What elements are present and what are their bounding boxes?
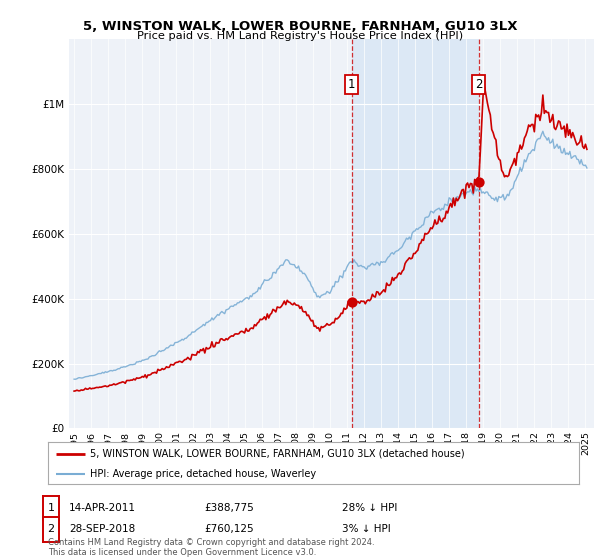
- Text: 2: 2: [47, 524, 55, 534]
- Text: 28% ↓ HPI: 28% ↓ HPI: [342, 503, 397, 513]
- Text: 1: 1: [47, 503, 55, 513]
- Point: [347, 298, 356, 307]
- Text: Price paid vs. HM Land Registry's House Price Index (HPI): Price paid vs. HM Land Registry's House …: [137, 31, 463, 41]
- Text: Contains HM Land Registry data © Crown copyright and database right 2024.
This d: Contains HM Land Registry data © Crown c…: [48, 538, 374, 557]
- Text: 1: 1: [348, 78, 356, 91]
- Text: 14-APR-2011: 14-APR-2011: [69, 503, 136, 513]
- Text: HPI: Average price, detached house, Waverley: HPI: Average price, detached house, Wave…: [91, 469, 317, 479]
- Text: 3% ↓ HPI: 3% ↓ HPI: [342, 524, 391, 534]
- Text: £388,775: £388,775: [204, 503, 254, 513]
- Point: [474, 178, 484, 186]
- Text: 5, WINSTON WALK, LOWER BOURNE, FARNHAM, GU10 3LX (detached house): 5, WINSTON WALK, LOWER BOURNE, FARNHAM, …: [91, 449, 465, 459]
- Text: 28-SEP-2018: 28-SEP-2018: [69, 524, 135, 534]
- Text: 5, WINSTON WALK, LOWER BOURNE, FARNHAM, GU10 3LX: 5, WINSTON WALK, LOWER BOURNE, FARNHAM, …: [83, 20, 517, 33]
- Text: £760,125: £760,125: [204, 524, 254, 534]
- Bar: [352, 39, 479, 428]
- Text: 2: 2: [475, 78, 482, 91]
